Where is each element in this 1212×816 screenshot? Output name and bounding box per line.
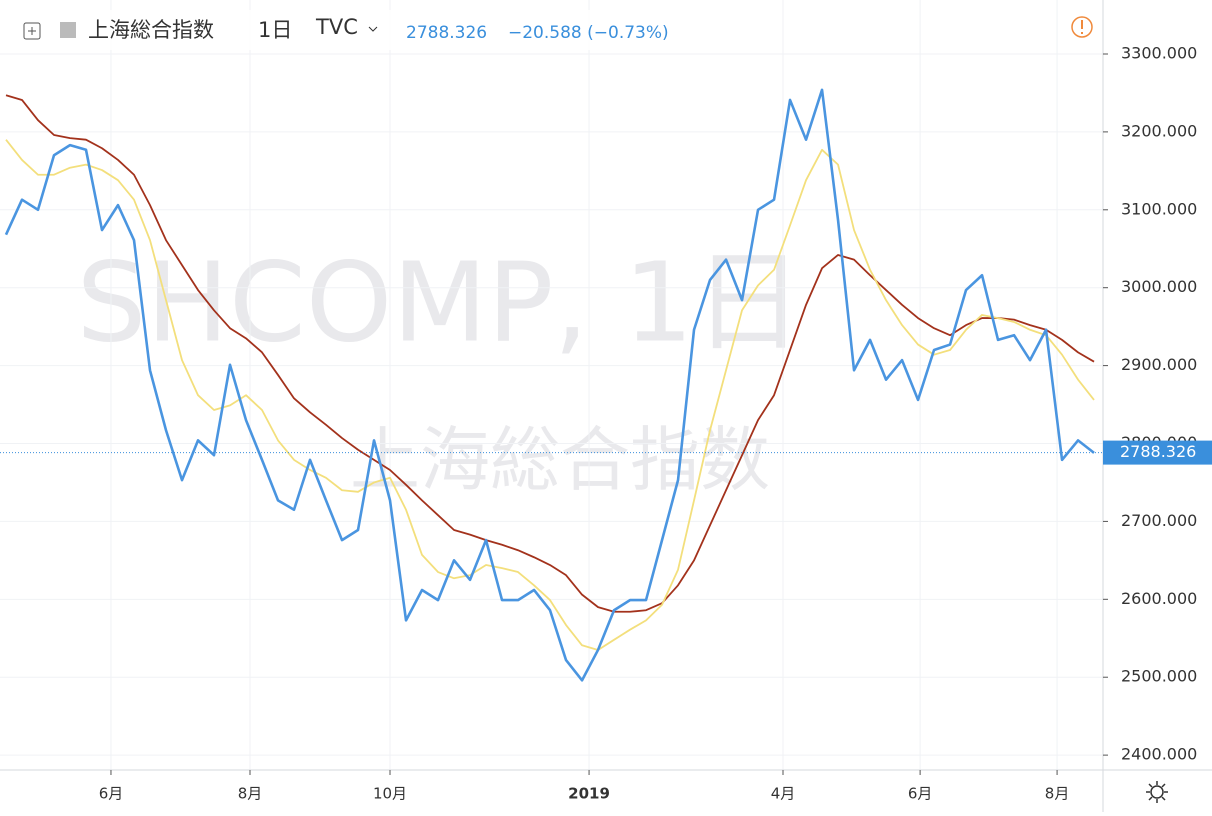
last-price-label: 2788.326 bbox=[1120, 442, 1196, 461]
y-tick-label: 2900.000 bbox=[1121, 355, 1197, 374]
alert-icon[interactable] bbox=[1071, 16, 1093, 38]
flag-icon[interactable] bbox=[60, 22, 76, 38]
y-tick-label: 2600.000 bbox=[1121, 589, 1197, 608]
y-tick-label: 3300.000 bbox=[1121, 43, 1197, 62]
x-tick-label: 4月 bbox=[771, 785, 796, 803]
header: 上海総合指数 1日 TVC 2788.326 −20.588 (−0.73%) bbox=[0, 10, 680, 50]
y-tick-label: 2700.000 bbox=[1121, 511, 1197, 530]
y-tick-label: 2400.000 bbox=[1121, 745, 1197, 764]
dropdown[interactable] bbox=[368, 26, 378, 32]
gear bbox=[1150, 785, 1164, 799]
x-tick-label: 6月 bbox=[99, 785, 124, 803]
header-bg bbox=[0, 10, 680, 50]
y-tick-label: 2500.000 bbox=[1121, 667, 1197, 686]
last-price-box bbox=[1103, 440, 1212, 465]
watermark-symbol: SHCOMP, 1日 bbox=[76, 238, 803, 366]
y-tick-label: 3200.000 bbox=[1121, 121, 1197, 140]
settings-icon[interactable] bbox=[1146, 781, 1168, 803]
symbol[interactable]: 上海総合指数 bbox=[88, 18, 214, 42]
last-price: 2788.326 bbox=[406, 23, 487, 43]
y-tick-label: 3000.000 bbox=[1121, 277, 1197, 296]
x-tick-label: 8月 bbox=[1045, 785, 1070, 803]
y-tick-label: 3100.000 bbox=[1121, 199, 1197, 218]
gear-teeth bbox=[1146, 781, 1168, 803]
price-line bbox=[4, 88, 1095, 682]
x-tick-label: 10月 bbox=[373, 785, 407, 803]
compare-icon[interactable] bbox=[23, 22, 41, 40]
change: −20.588 (−0.73%) bbox=[508, 23, 669, 43]
x-tick-label: 2019 bbox=[568, 785, 610, 803]
exchange: TVC bbox=[315, 15, 358, 39]
x-tick-label: 8月 bbox=[238, 785, 263, 803]
ma-line bbox=[5, 94, 1095, 613]
plus bbox=[28, 27, 36, 35]
watermark-name: 上海総合指数 bbox=[350, 419, 770, 501]
x-tick-label: 6月 bbox=[908, 785, 933, 803]
ma-line bbox=[5, 139, 1095, 651]
interval[interactable]: 1日 bbox=[258, 18, 292, 42]
